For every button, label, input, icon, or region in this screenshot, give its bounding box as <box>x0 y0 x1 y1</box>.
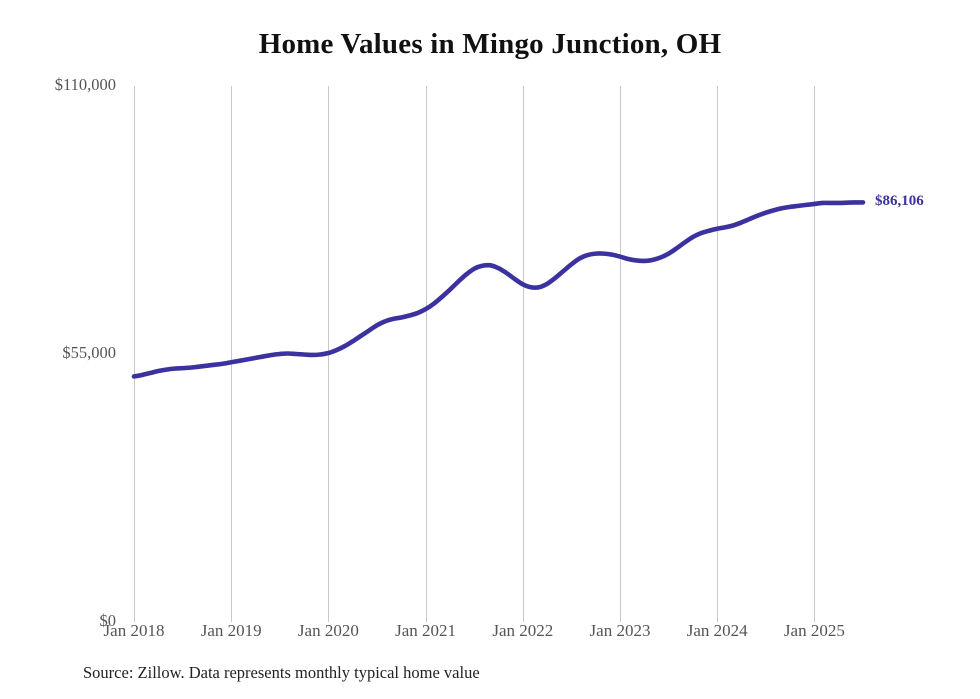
series-end-value-label: $86,106 <box>875 193 924 210</box>
gridline-jan-2018 <box>134 86 135 622</box>
y-axis-tick-0: $0 <box>99 611 117 630</box>
y-axis-tick-55000: $55,000 <box>62 343 116 362</box>
chart-title: Home Values in Mingo Junction, OH <box>258 28 722 60</box>
x-axis-tick-jan-2024: Jan 2024 <box>686 621 748 640</box>
gridline-jan-2024 <box>717 86 719 622</box>
gridline-jan-2021 <box>425 86 427 622</box>
gridline-jan-2019 <box>231 86 233 622</box>
gridline-jan-2023 <box>620 86 621 622</box>
line-series <box>131 200 866 379</box>
x-axis-tick-jan-2019: Jan 2019 <box>200 621 262 640</box>
x-axis-tick-jan-2022: Jan 2022 <box>492 621 554 640</box>
x-axis-tick-jan-2020: Jan 2020 <box>297 621 359 640</box>
gridline-jan-2025 <box>814 86 816 622</box>
gridline-jan-2022 <box>522 86 524 622</box>
series-line-typical-home-value <box>131 200 866 379</box>
x-axis-tick-jan-2018: Jan 2018 <box>103 621 165 640</box>
y-axis-tick-110000: $110,000 <box>54 75 116 94</box>
x-axis-tick-jan-2025: Jan 2025 <box>783 621 845 640</box>
x-axis-tick-jan-2021: Jan 2021 <box>395 621 457 640</box>
x-axis-tick-jan-2023: Jan 2023 <box>589 621 651 640</box>
plot-area <box>131 86 879 622</box>
source-note: Source: Zillow. Data represents monthly … <box>83 663 480 682</box>
